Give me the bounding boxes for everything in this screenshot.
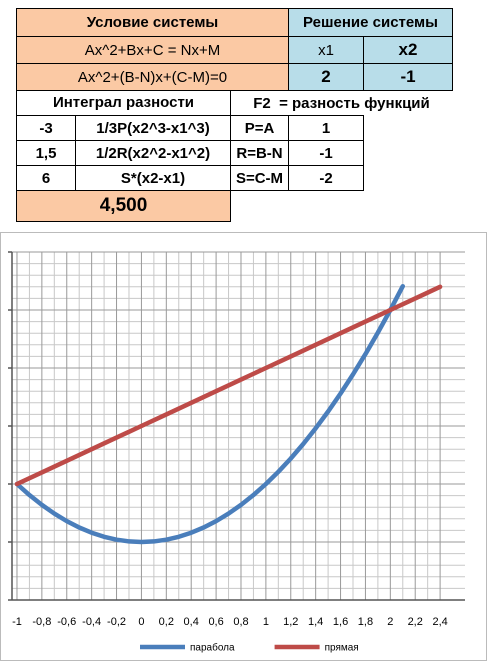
- x-tick-label: 1: [263, 616, 269, 628]
- legend-label: прямая: [325, 643, 359, 654]
- x-tick-label: -1: [12, 616, 22, 628]
- cell: x2: [363, 36, 453, 64]
- x-tick-label: 2,4: [432, 616, 447, 628]
- x-tick-label: 2,2: [408, 616, 423, 628]
- cell: x1: [288, 36, 364, 64]
- x-tick-label: 0,8: [233, 616, 248, 628]
- cell: 2: [288, 63, 364, 91]
- x-tick-label: 0,4: [184, 616, 199, 628]
- legend-label: парабола: [190, 642, 235, 654]
- series-line: [14, 284, 443, 487]
- cell: 1,5: [16, 140, 76, 166]
- x-tick-label: -0,2: [107, 616, 126, 628]
- x-tick-label: 1,2: [283, 616, 298, 628]
- cell: Интеграл разности: [16, 90, 231, 116]
- cell: F2 = разность функций: [253, 94, 430, 112]
- cell: P=A: [230, 115, 289, 141]
- x-tick-label: 2: [387, 616, 393, 628]
- cell: S*(x2-x1): [75, 165, 231, 191]
- cell: Условие системы: [16, 8, 289, 37]
- x-tick-label: 1,6: [333, 616, 348, 628]
- chart: -1 -0,8 -0,6 -0,4 -0,2 0 0,2 0,4 0,6 0,8 1 1,2 1,4 1,…: [0, 232, 487, 661]
- cell: 4,500: [16, 190, 231, 222]
- cell: S=C-M: [230, 165, 289, 191]
- cell: Ax^2+(B-N)x+(C-M)=0: [16, 63, 289, 91]
- series-line: [14, 283, 406, 545]
- cell: 1: [288, 115, 364, 141]
- cell: Ax^2+Bx+C = Nx+M: [16, 36, 289, 64]
- cell: -1: [363, 63, 453, 91]
- x-tick-label: 1,4: [308, 616, 323, 628]
- x-tick-label: -0,6: [57, 616, 76, 628]
- cell: -3: [16, 115, 76, 141]
- x-tick-label: -0,8: [32, 616, 51, 628]
- cell: 1/3P(x2^3-x1^3): [75, 115, 231, 141]
- cell: 1/2R(x2^2-x1^2): [75, 140, 231, 166]
- x-tick-label: 0,2: [159, 616, 174, 628]
- cell: -2: [288, 165, 364, 191]
- cell: 6: [16, 165, 76, 191]
- cell: Решение системы: [288, 8, 453, 37]
- x-tick-label: 1,8: [358, 616, 373, 628]
- x-tick-label: 0,6: [208, 616, 223, 628]
- x-tick-label: -0,4: [82, 616, 101, 628]
- cell: R=B-N: [230, 140, 289, 166]
- x-tick-label: 0: [138, 616, 144, 628]
- cell: -1: [288, 140, 364, 166]
